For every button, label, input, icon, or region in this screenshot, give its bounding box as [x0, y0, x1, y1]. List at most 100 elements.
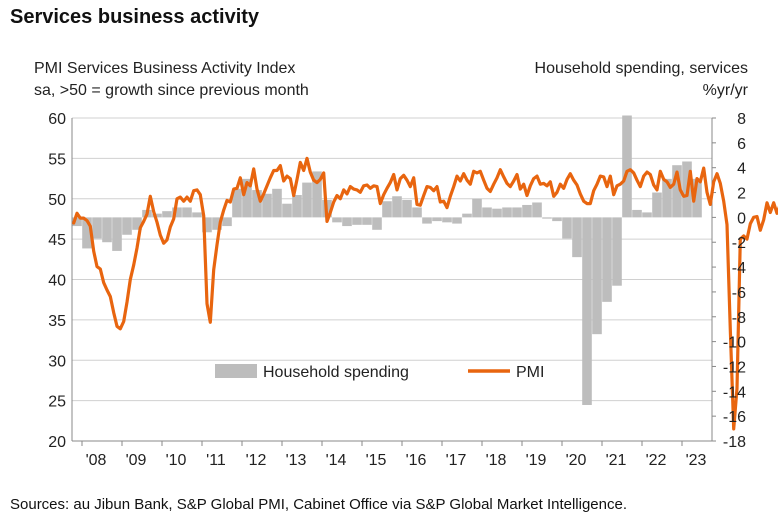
spending-bar [522, 204, 532, 218]
spending-bar [212, 217, 222, 230]
spending-bar [652, 192, 662, 218]
spending-bar [152, 213, 162, 218]
legend: Household spending PMI [215, 364, 544, 381]
right-axis-title-line1: Household spending, services [534, 60, 748, 77]
spending-bar [632, 209, 642, 218]
pmi-line-layer [72, 156, 778, 431]
x-tick-label: '09 [126, 452, 147, 469]
spending-bar [232, 188, 242, 218]
spending-bar [312, 171, 322, 218]
source-note: Sources: au Jibun Bank, S&P Global PMI, … [10, 496, 627, 513]
x-tick-label: '21 [606, 452, 627, 469]
pmi-line [72, 156, 778, 431]
spending-bar [462, 213, 472, 218]
x-tick-label: '08 [86, 452, 107, 469]
tick-labels: '08 '09 '10 '11 '12 '13 '14 '15 '16 '17 '18 '19 '20 '… [48, 111, 746, 469]
right-tick-label: -2 [732, 235, 746, 252]
spending-bar [112, 217, 122, 251]
left-tick-label: 55 [48, 151, 66, 168]
x-tick-label: '12 [246, 452, 267, 469]
spending-bar [452, 217, 462, 224]
left-tick-label: 20 [48, 434, 66, 451]
spending-bar [592, 217, 602, 335]
left-tick-label: 25 [48, 394, 66, 411]
right-axis-title-line2: %yr/yr [702, 82, 748, 99]
x-tick-label: '19 [526, 452, 547, 469]
left-tick-label: 30 [48, 353, 66, 370]
spending-bar [302, 182, 312, 218]
spending-bar [492, 208, 502, 218]
spending-bar [562, 217, 572, 239]
chart-title: Services business activity [10, 6, 260, 28]
right-tick-label: -18 [723, 434, 746, 451]
spending-bar [262, 193, 272, 218]
right-tick-label: -6 [732, 285, 746, 302]
spending-bar [612, 217, 622, 286]
left-tick-label: 45 [48, 232, 66, 249]
spending-bar [72, 217, 82, 227]
x-tick-label: '23 [686, 452, 707, 469]
spending-bar [642, 212, 652, 218]
x-tick-label: '20 [566, 452, 587, 469]
spending-bar [442, 217, 452, 223]
spending-bar [532, 202, 542, 218]
right-tick-label: -14 [723, 384, 746, 401]
spending-bar [552, 217, 562, 222]
x-tick-label: '22 [646, 452, 667, 469]
spending-bar [352, 217, 362, 225]
spending-bar [432, 217, 442, 222]
spending-bar [382, 201, 392, 218]
right-tick-label: 2 [737, 186, 746, 203]
spending-bar [692, 178, 702, 218]
spending-bar [222, 217, 232, 227]
spending-bar [122, 217, 132, 235]
spending-bar [252, 190, 262, 218]
x-tick-label: '10 [166, 452, 187, 469]
spending-bar [512, 207, 522, 218]
right-tick-label: -10 [723, 335, 746, 352]
spending-bar [362, 217, 372, 225]
spending-bar [172, 207, 182, 218]
spending-bar [132, 217, 142, 230]
spending-bar [662, 178, 672, 218]
x-tick-label: '13 [286, 452, 307, 469]
right-axis-title: Household spending, services %yr/yr [535, 58, 748, 102]
spending-bar [102, 217, 112, 243]
x-tick-label: '16 [406, 452, 427, 469]
spending-bar [192, 212, 202, 218]
right-tick-label: 4 [737, 161, 746, 178]
right-tick-label: 6 [737, 136, 746, 153]
legend-label-spending: Household spending [263, 364, 409, 381]
legend-swatch-spending [215, 364, 257, 378]
left-tick-label: 35 [48, 313, 66, 330]
spending-bar [392, 196, 402, 218]
spending-bar [272, 188, 282, 218]
legend-label-pmi: PMI [516, 364, 544, 381]
spending-bar [202, 217, 212, 233]
spending-bar [282, 203, 292, 218]
spending-bar [542, 217, 552, 219]
x-tick-label: '14 [326, 452, 347, 469]
left-axis-title-line2: sa, >50 = growth since previous month [34, 82, 309, 99]
spending-bar [572, 217, 582, 258]
spending-bar [92, 217, 102, 239]
x-tick-label: '11 [206, 452, 226, 469]
spending-bar [582, 217, 592, 405]
spending-bar [182, 207, 192, 218]
right-tick-label: -12 [723, 359, 746, 376]
spending-bar [472, 198, 482, 218]
left-tick-label: 50 [48, 192, 66, 209]
right-tick-label: -16 [723, 409, 746, 426]
right-tick-label: -8 [732, 310, 746, 327]
spending-bar [242, 178, 252, 218]
x-tick-label: '18 [486, 452, 507, 469]
left-tick-label: 40 [48, 273, 66, 290]
axes [71, 117, 716, 446]
spending-bar [622, 115, 632, 218]
spending-bar [602, 217, 612, 302]
right-tick-label: 8 [737, 111, 746, 128]
spending-bar [82, 217, 92, 249]
spending-bar [482, 207, 492, 218]
spending-bar [422, 217, 432, 224]
